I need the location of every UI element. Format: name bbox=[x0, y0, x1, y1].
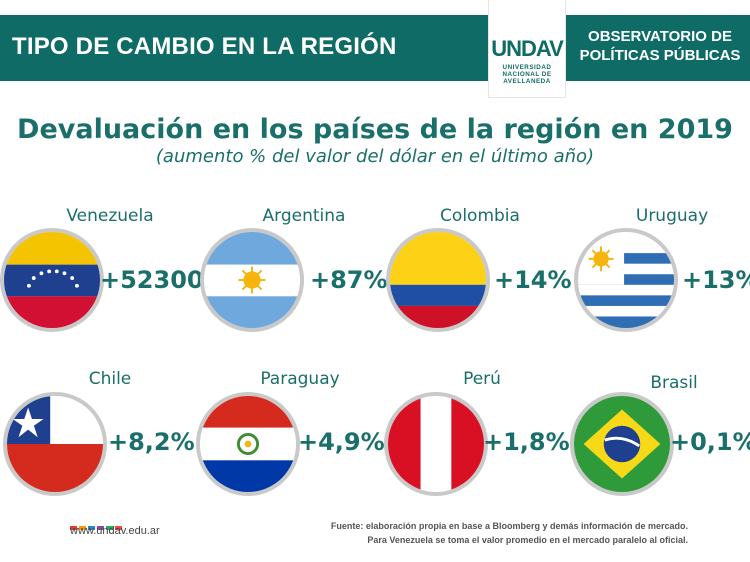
logo-text: UNIVERSIDAD NACIONAL DE AVELLANEDA bbox=[502, 64, 552, 85]
country-name-colombia: Colombia bbox=[440, 206, 520, 226]
observatorio-label: OBSERVATORIO DE POLÍTICAS PÚBLICAS bbox=[579, 28, 741, 64]
value-colombia: +14% bbox=[494, 266, 572, 294]
undav-logo: UNDAV UNIVERSIDAD NACIONAL DE AVELLANEDA bbox=[488, 0, 566, 98]
country-name-chile: Chile bbox=[88, 369, 132, 389]
venezuela-flag-icon bbox=[0, 228, 104, 332]
country-name-venezuela: Venezuela bbox=[66, 206, 154, 226]
header-bar bbox=[0, 15, 750, 81]
country-name-argentina: Argentina bbox=[262, 206, 346, 226]
brasil-flag-icon bbox=[570, 392, 674, 496]
value-uruguay: +13% bbox=[682, 266, 750, 294]
argentina-flag-icon bbox=[200, 228, 304, 332]
website-link[interactable]: www.undav.edu.ar bbox=[70, 525, 160, 537]
value-chile: +8,2% bbox=[108, 428, 195, 456]
peru-flag-icon bbox=[384, 392, 488, 496]
country-name-brasil: Brasil bbox=[650, 373, 698, 393]
country-name-peru: Perú bbox=[463, 369, 501, 389]
uruguay-flag-icon bbox=[574, 228, 678, 332]
country-name-uruguay: Uruguay bbox=[635, 206, 709, 226]
section-title: TIPO DE CAMBIO EN LA REGIÓN bbox=[12, 33, 397, 60]
value-brasil: +0,1% bbox=[670, 428, 750, 456]
source-note: Fuente: elaboración propia en base a Blo… bbox=[330, 521, 688, 545]
page-subtitle: (aumento % del valor del dólar en el últ… bbox=[155, 146, 595, 167]
country-name-paraguay: Paraguay bbox=[260, 369, 340, 389]
brand-color-dots bbox=[70, 517, 124, 530]
paraguay-flag-icon bbox=[196, 392, 300, 496]
colombia-flag-icon bbox=[386, 228, 490, 332]
chile-flag-icon bbox=[3, 392, 107, 496]
page-title: Devaluación en los países de la región e… bbox=[17, 114, 733, 145]
value-paraguay: +4,9% bbox=[298, 428, 385, 456]
value-peru: +1,8% bbox=[483, 428, 570, 456]
logo-mark: UNDAV bbox=[491, 36, 564, 61]
value-argentina: +87% bbox=[310, 266, 388, 294]
